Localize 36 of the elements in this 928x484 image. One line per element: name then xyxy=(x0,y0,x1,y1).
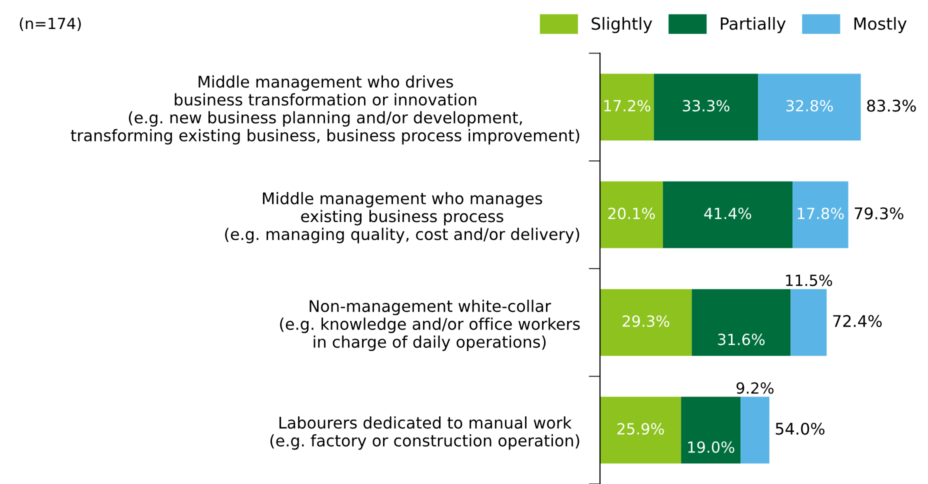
data-label: 17.2% xyxy=(604,100,650,112)
bar xyxy=(681,396,741,464)
data-label: 41.4% xyxy=(704,208,752,220)
bar xyxy=(692,289,791,356)
data-label: 29.3% xyxy=(622,315,670,327)
total-label: 83.3% xyxy=(867,100,916,112)
data-label: 32.8% xyxy=(786,100,833,112)
bar xyxy=(600,181,663,248)
data-label: 31.6% xyxy=(718,334,765,346)
data-label: 17.8% xyxy=(798,208,844,220)
bar xyxy=(654,74,758,140)
bar xyxy=(758,74,861,140)
bar xyxy=(600,396,682,464)
y-tick-label: Non-management white-collar (e.g. knowledge and/or office workers in charge of daily operations) xyxy=(280,300,580,351)
legend-label: Slightly xyxy=(592,17,652,34)
data-label: 11.5% xyxy=(786,274,832,286)
data-label: 19.0% xyxy=(688,441,734,453)
bar xyxy=(662,181,793,248)
data-label: 20.1% xyxy=(608,208,655,220)
data-label: 9.2% xyxy=(736,382,774,394)
y-tick-label: Middle management who drives business transformation or innovation (e.g. new business planning and/or development, transforming existing business, business process improvement) xyxy=(70,75,580,145)
text: (n=174) xyxy=(20,17,81,32)
total-label: 79.3% xyxy=(854,207,904,220)
data-label: 33.3% xyxy=(682,100,730,112)
bar xyxy=(600,289,692,356)
y-tick-label: Middle management who manages existing business process (e.g. managing quality, cost and/or delivery) xyxy=(225,192,580,244)
legend-label: Partially xyxy=(720,17,786,34)
bar xyxy=(740,396,770,464)
bar xyxy=(790,289,827,356)
y-tick-label: Labourers dedicated to manual work (e.g. factory or construction operation) xyxy=(270,416,580,450)
bar xyxy=(792,181,848,248)
bar xyxy=(600,74,654,140)
legend-label: Mostly xyxy=(854,17,907,34)
total-label: 54.0% xyxy=(776,422,824,435)
data-label: 25.9% xyxy=(617,423,664,435)
total-label: 72.4% xyxy=(833,315,882,328)
